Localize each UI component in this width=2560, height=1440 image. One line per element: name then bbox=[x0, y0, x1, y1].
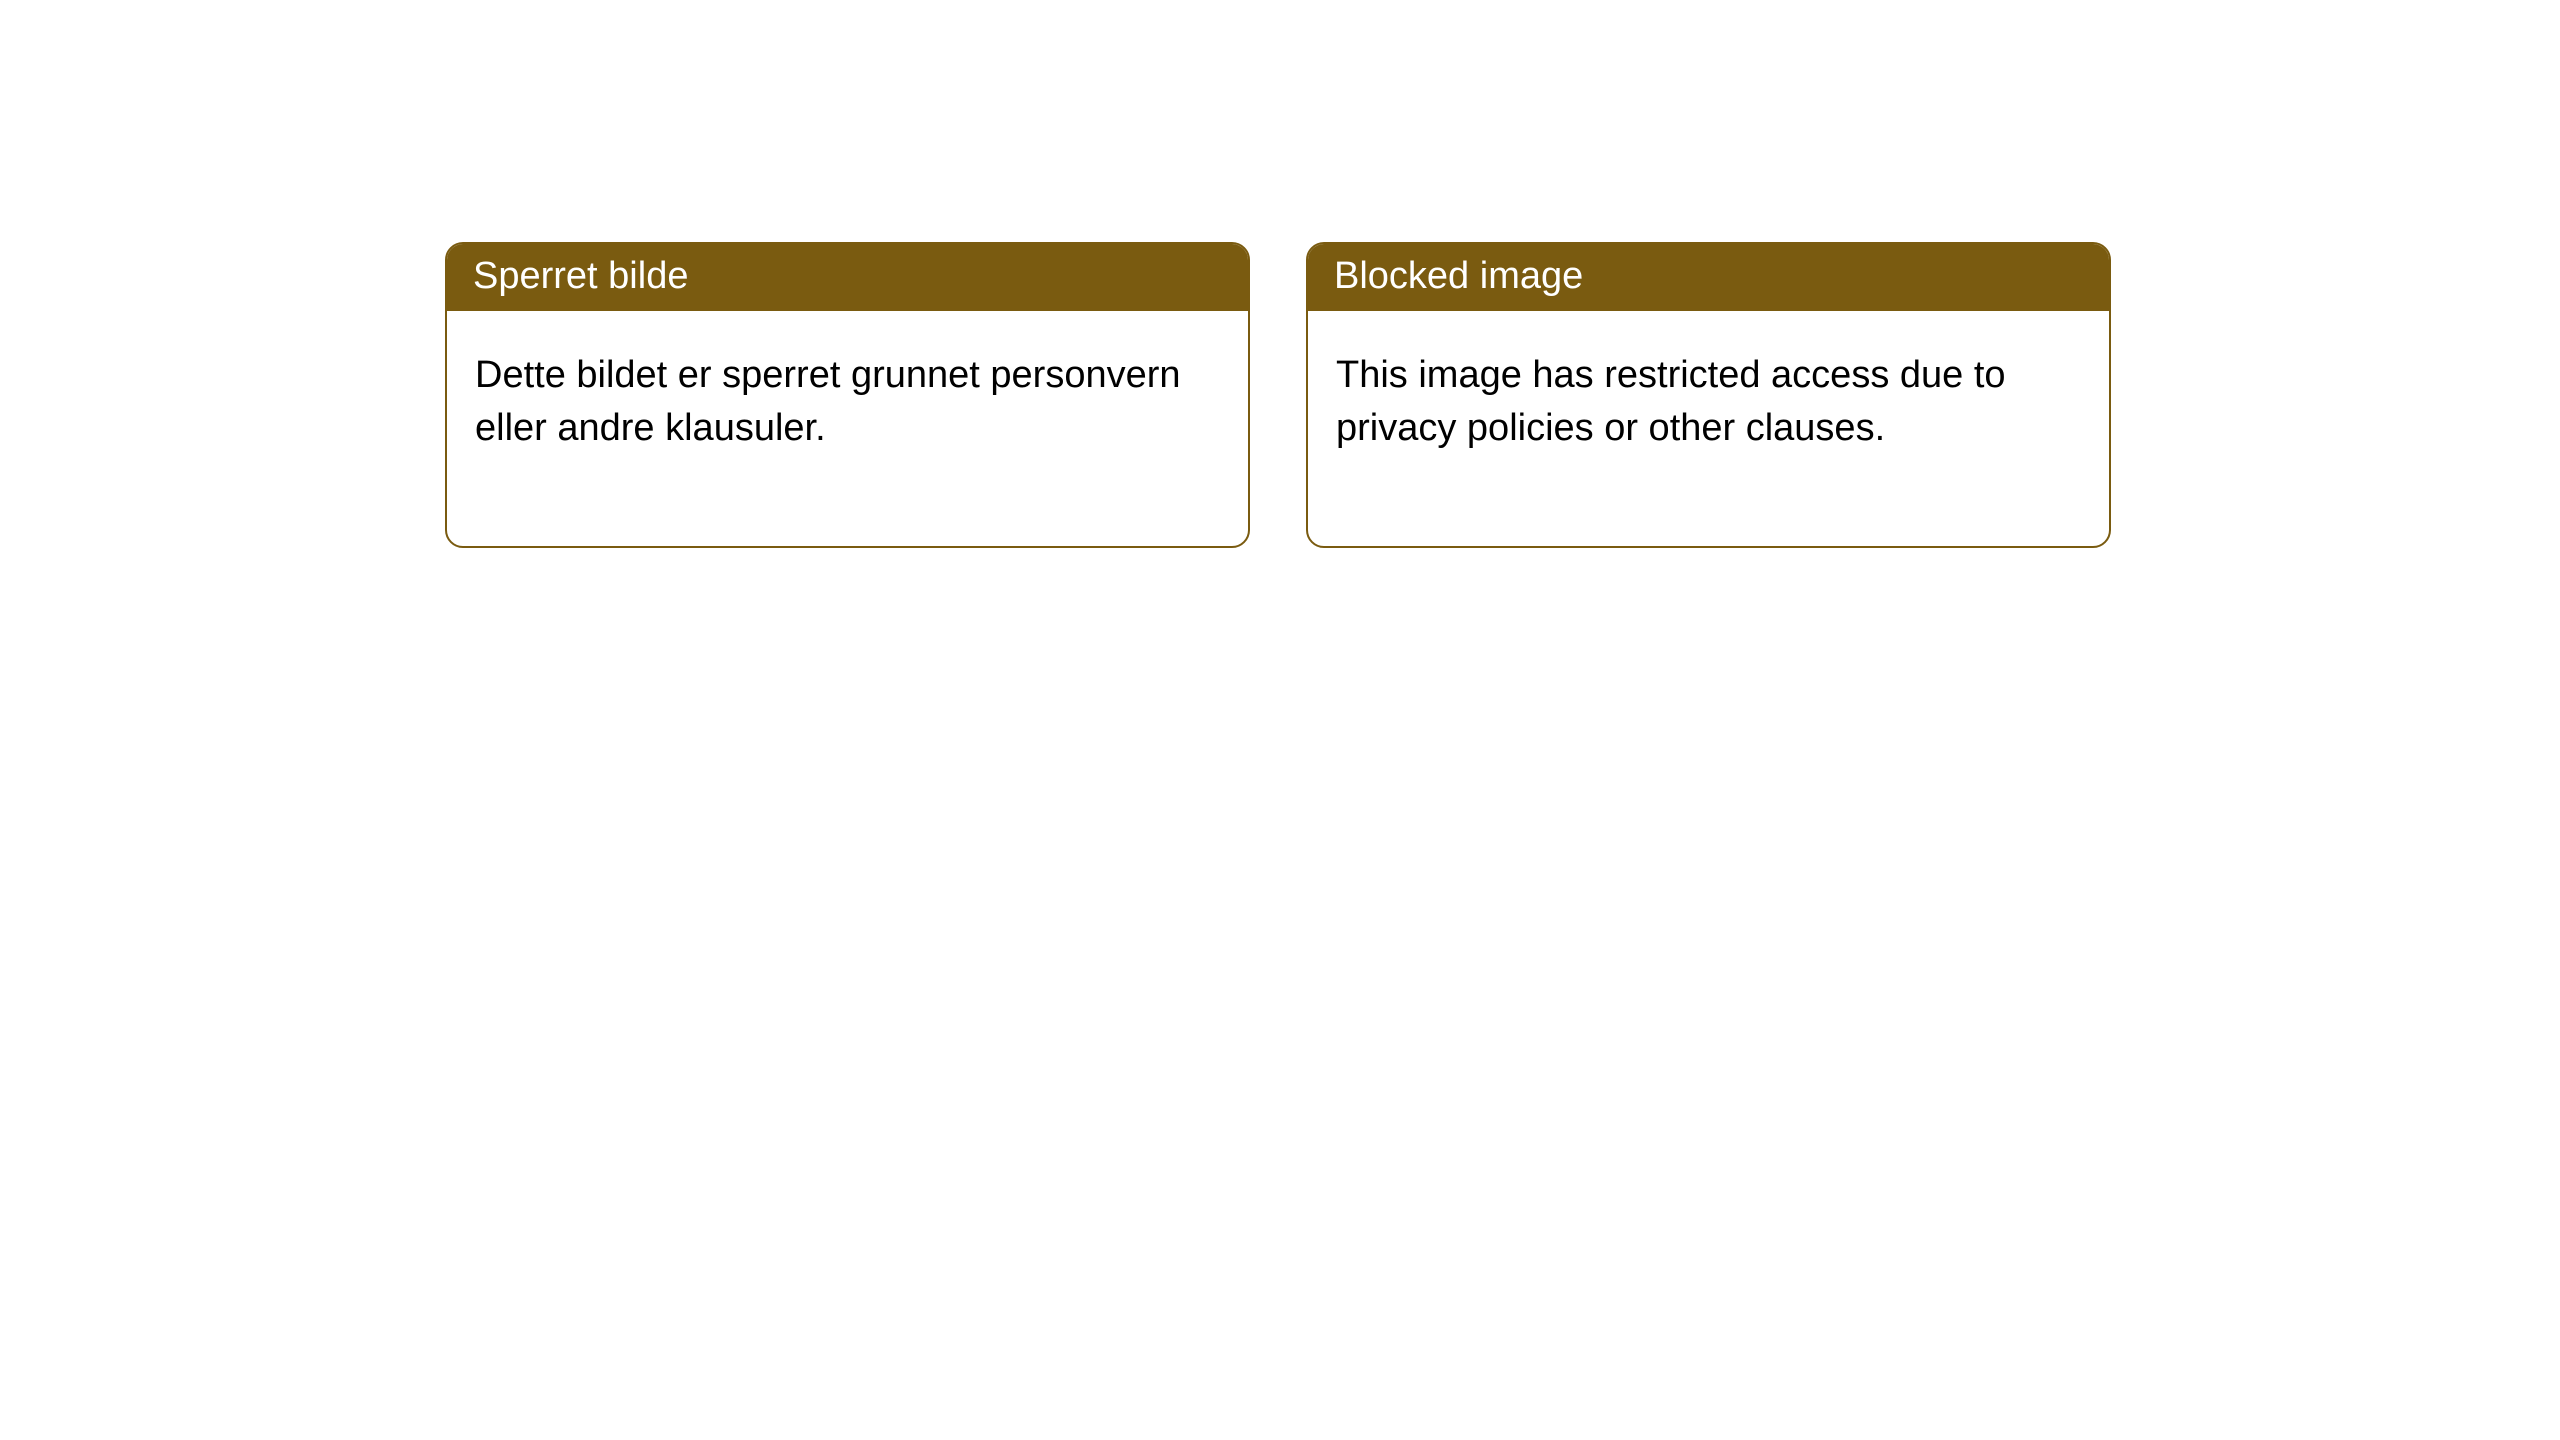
card-title: Blocked image bbox=[1334, 255, 1583, 297]
card-body: Dette bildet er sperret grunnet personve… bbox=[447, 311, 1248, 546]
card-header: Blocked image bbox=[1308, 244, 2109, 311]
card-header: Sperret bilde bbox=[447, 244, 1248, 311]
blocked-image-card-no: Sperret bilde Dette bildet er sperret gr… bbox=[445, 242, 1250, 548]
card-body: This image has restricted access due to … bbox=[1308, 311, 2109, 546]
notice-container: Sperret bilde Dette bildet er sperret gr… bbox=[0, 0, 2560, 548]
card-body-text: This image has restricted access due to … bbox=[1336, 354, 2006, 448]
blocked-image-card-en: Blocked image This image has restricted … bbox=[1306, 242, 2111, 548]
card-title: Sperret bilde bbox=[473, 255, 688, 297]
card-body-text: Dette bildet er sperret grunnet personve… bbox=[475, 354, 1181, 448]
